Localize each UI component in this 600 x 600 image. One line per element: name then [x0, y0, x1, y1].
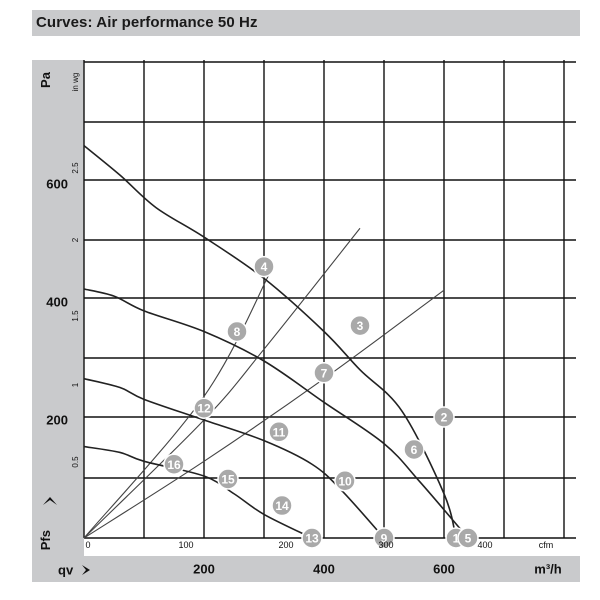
operating-point-label: 6: [411, 443, 418, 457]
x-tick-label: 600: [433, 562, 455, 577]
operating-point-label: 7: [321, 366, 328, 380]
operating-point-5: 5: [457, 527, 479, 549]
y-secondary-tick-label: 1.5: [71, 310, 80, 322]
y-unit-label: Pa: [38, 71, 53, 88]
y-tick-label: 200: [46, 413, 68, 428]
operating-point-15: 15: [217, 468, 239, 490]
x-axis-band: [32, 556, 580, 582]
system-lines: [83, 227, 445, 539]
operating-point-circle: [253, 255, 275, 278]
operating-point-6: 6: [403, 438, 425, 461]
y-secondary-tick-label: 2: [71, 237, 80, 242]
x-secondary-tick-label: 300: [378, 540, 393, 550]
performance-curve-4: [83, 445, 313, 539]
operating-point-4: 4: [253, 255, 275, 278]
title-bar: Curves: Air performance 50 Hz: [32, 10, 580, 36]
y-secondary-tick-label: 1: [71, 382, 80, 387]
x-secondary-tick-label: 200: [278, 540, 293, 550]
operating-point-12: 12: [193, 397, 215, 419]
operating-point-label: 15: [221, 473, 235, 487]
operating-point-label: 10: [338, 474, 352, 488]
operating-point-circle: [226, 320, 248, 343]
system-line-3: [83, 289, 445, 539]
operating-point-label: 12: [197, 402, 211, 416]
operating-point-label: 4: [261, 260, 268, 274]
y-secondary-tick-label: in wg: [71, 73, 80, 92]
x-tick-label: 200: [193, 562, 215, 577]
operating-point-14: 14: [271, 494, 293, 517]
operating-point-circle: [403, 438, 425, 461]
operating-point-3: 3: [349, 314, 371, 337]
x-secondary-tick-label: 400: [477, 540, 492, 550]
y-secondary-tick-label: 2.5: [71, 162, 80, 174]
operating-point-11: 11: [268, 421, 290, 443]
operating-point-label: 8: [234, 325, 241, 339]
x-symbol-label: qv: [58, 563, 74, 578]
axis-labels: 200 400 600 200 400 600 0.5 1 1.5 2 2.5 in wg 0 100 20…: [38, 71, 562, 577]
chart-title: Curves: Air performance 50 Hz: [36, 14, 258, 31]
x-tick-label: 400: [313, 562, 335, 577]
x-secondary-tick-label: 100: [178, 540, 193, 550]
operating-point-label: 11: [273, 425, 286, 439]
operating-point-8: 8: [226, 320, 248, 343]
x-secondary-tick-label: cfm: [539, 540, 554, 550]
operating-point-circle: [349, 314, 371, 337]
y-symbol-label: Pfs: [38, 530, 53, 550]
operating-point-16: 16: [163, 453, 185, 475]
operating-point-circle: [163, 453, 185, 475]
y-tick-label: 600: [46, 177, 68, 192]
y-axis-band: [32, 60, 84, 582]
operating-point-circle: [433, 406, 455, 428]
performance-curve-1: [83, 145, 457, 539]
operating-point-label: 9: [381, 532, 388, 546]
operating-point-9: 9: [373, 527, 395, 549]
operating-point-7: 7: [313, 362, 335, 384]
operating-point-circle: [334, 470, 356, 492]
x-unit-label: m³/h: [534, 562, 562, 577]
performance-curve-2: [83, 288, 469, 539]
operating-point-label: 5: [465, 532, 472, 546]
operating-point-2: 2: [433, 406, 455, 428]
y-arrow-icon: [43, 497, 57, 505]
operating-point-circle: [313, 362, 335, 384]
operating-point-circle: [373, 527, 395, 549]
y-tick-label: 400: [46, 295, 68, 310]
x-secondary-tick-label: 0: [85, 540, 90, 550]
operating-point-circle: [193, 397, 215, 419]
operating-point-circle: [268, 421, 290, 443]
operating-point-circle: [301, 527, 323, 549]
operating-point-circle: [457, 527, 479, 549]
operating-point-10: 10: [334, 470, 356, 492]
system-line-1: [83, 272, 271, 539]
operating-point-label: 1: [453, 532, 460, 546]
operating-point-circle: [271, 494, 293, 517]
operating-point-label: 14: [275, 499, 289, 513]
system-line-2: [83, 227, 361, 539]
operating-point-label: 2: [441, 411, 448, 425]
x-arrow-icon: [82, 565, 90, 575]
operating-point-label: 16: [167, 458, 181, 472]
operating-point-label: 3: [357, 319, 364, 333]
operating-point-circle: [217, 468, 239, 490]
operating-point-label: 13: [305, 532, 319, 546]
y-secondary-tick-label: 0.5: [71, 456, 80, 468]
operating-point-13: 13: [301, 527, 323, 549]
